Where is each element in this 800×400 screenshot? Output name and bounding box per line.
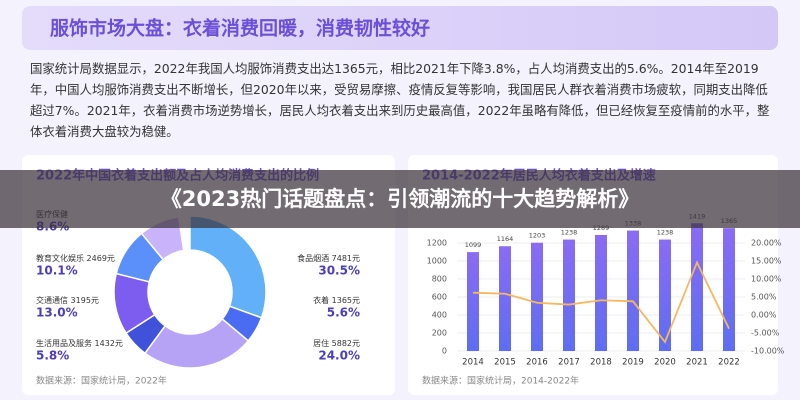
y2-tick-label: 10.00% bbox=[751, 275, 782, 284]
y-tick-label: 600 bbox=[432, 293, 447, 302]
slice-amount: 3195元 bbox=[71, 296, 99, 305]
source: 数据来源：国家统计局，2014-2022年 bbox=[422, 375, 579, 387]
y-tick-label: 0 bbox=[442, 347, 447, 356]
bar bbox=[627, 230, 639, 351]
bar bbox=[691, 223, 703, 351]
y2-tick-label: -5.00% bbox=[751, 329, 780, 338]
slice-category: 生活用品及服务 bbox=[36, 338, 92, 348]
slice-category: 交通通信 bbox=[36, 295, 68, 305]
slice-label: 教育文化娱乐 2469元 bbox=[36, 253, 115, 263]
slice-category: 教育文化娱乐 bbox=[36, 253, 84, 263]
bar-value-label: 1238 bbox=[561, 229, 578, 237]
bar-value-label: 1164 bbox=[497, 235, 514, 243]
source: 数据来源：国家统计局，2022年 bbox=[36, 375, 167, 387]
growth-line bbox=[472, 260, 730, 344]
x-tick-label: 2021 bbox=[686, 358, 708, 368]
slice-label: 食品烟酒 7481元 bbox=[297, 253, 360, 263]
banner-text: 《2023热门话题盘点：引领潮流的十大趋势解析》 bbox=[161, 187, 639, 211]
slice-value-label: 13.0% bbox=[36, 306, 78, 320]
slice-amount: 5882元 bbox=[332, 339, 360, 348]
bar-value-label: 1099 bbox=[465, 241, 482, 249]
slice-amount: 7481元 bbox=[332, 254, 360, 263]
y2-tick-label: 0.00% bbox=[751, 311, 777, 320]
header-bar bbox=[22, 6, 778, 50]
slice-amount: 2469元 bbox=[87, 254, 115, 263]
slice-category: 居住 bbox=[313, 338, 329, 348]
bar bbox=[531, 242, 543, 351]
slice-category: 衣着 bbox=[313, 295, 329, 305]
header-title: 服饰市场大盘：衣着消费回暖，消费韧性较好 bbox=[50, 17, 430, 40]
x-tick-label: 2017 bbox=[558, 358, 580, 368]
x-tick-label: 2015 bbox=[494, 358, 516, 368]
slice-label: 交通通信 3195元 bbox=[36, 295, 99, 305]
y-tick-label: 200 bbox=[432, 329, 447, 338]
body-box: 国家统计局数据显示，2022年我国人均服饰消费支出达1365元，相比2021年下… bbox=[30, 61, 770, 139]
bar bbox=[467, 252, 479, 351]
bar-value-label: 1238 bbox=[657, 229, 674, 237]
slice-value-label: 10.1% bbox=[36, 264, 78, 278]
y2-tick-label: 20.00% bbox=[751, 239, 782, 248]
x-tick-label: 2014 bbox=[462, 358, 484, 368]
slice-value-label: 5.6% bbox=[327, 306, 360, 320]
slice-value-label: 5.8% bbox=[36, 349, 69, 363]
slice-value-label: 24.0% bbox=[318, 349, 360, 363]
bar bbox=[723, 228, 735, 351]
x-tick-label: 2016 bbox=[526, 358, 548, 368]
slice-amount: 1432元 bbox=[95, 339, 123, 348]
slice-category: 食品烟酒 bbox=[297, 253, 329, 263]
bar bbox=[499, 246, 511, 351]
y-tick-label: 1000 bbox=[427, 257, 447, 266]
slice-label: 生活用品及服务 1432元 bbox=[36, 338, 123, 348]
slice-value-label: 30.5% bbox=[318, 264, 360, 278]
bar-value-label: 1203 bbox=[529, 232, 546, 240]
slice-label: 居住 5882元 bbox=[313, 338, 360, 348]
x-tick-label: 2020 bbox=[654, 358, 676, 368]
bar bbox=[563, 239, 575, 351]
body-text: 国家统计局数据显示，2022年我国人均服饰消费支出达1365元，相比2021年下… bbox=[30, 61, 770, 139]
x-tick-label: 2018 bbox=[590, 358, 612, 368]
y2-tick-label: -10.00% bbox=[751, 347, 785, 356]
x-tick-label: 2019 bbox=[622, 358, 644, 368]
bar bbox=[595, 234, 607, 351]
bar bbox=[659, 239, 671, 351]
y-tick-label: 400 bbox=[432, 311, 447, 320]
banner bbox=[0, 170, 800, 228]
y-tick-label: 800 bbox=[432, 275, 447, 284]
slice-amount: 1365元 bbox=[332, 296, 360, 305]
slice-label: 衣着 1365元 bbox=[313, 295, 360, 305]
y2-tick-label: 15.00% bbox=[751, 257, 782, 266]
y-tick-label: 1200 bbox=[427, 239, 447, 248]
x-tick-label: 2022 bbox=[718, 358, 740, 368]
y2-tick-label: 5.00% bbox=[751, 293, 777, 302]
